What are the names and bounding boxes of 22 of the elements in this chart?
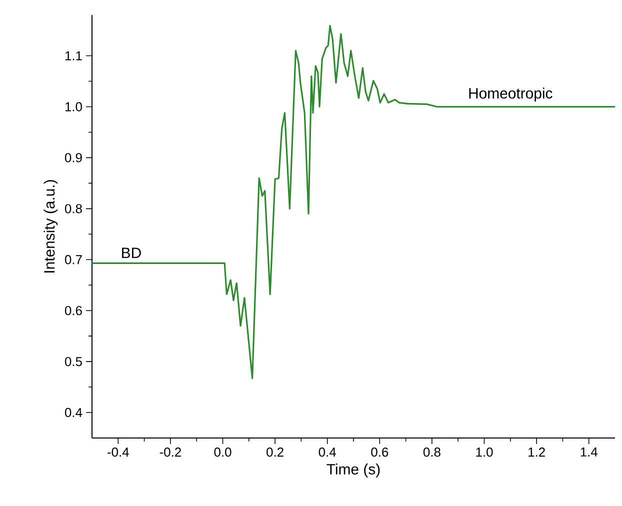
x-tick-label: 1.4 <box>580 448 598 456</box>
y-tick-label: 0.5 <box>64 356 82 366</box>
y-tick-label: 0.7 <box>64 255 82 264</box>
y-tick-label: 0.9 <box>64 153 82 162</box>
annotation: BD <box>122 248 141 258</box>
y-tick-label: 0.6 <box>64 306 82 316</box>
y-tick-label: 1.0 <box>65 102 82 112</box>
x-axis-title: Time (s) <box>326 464 380 478</box>
x-tick-label: 1.0 <box>476 448 493 457</box>
x-tick-label: 0.6 <box>371 448 388 457</box>
x-tick-label: 1.2 <box>528 448 545 457</box>
y-tick-label: 1.1 <box>65 51 82 60</box>
x-tick-label: 0.4 <box>318 448 336 457</box>
x-tick-label: 0.2 <box>266 448 284 457</box>
annotation: Homeotropic <box>469 88 552 102</box>
y-tick-label: 0.4 <box>64 408 82 418</box>
x-tick-label: 0.8 <box>423 448 440 457</box>
x-tick-label: -0.2 <box>160 448 181 457</box>
y-axis-title: Intensity (a.u.) <box>44 180 58 272</box>
y-tick-label: 0.8 <box>64 204 82 214</box>
x-tick-label: 0.0 <box>214 448 232 457</box>
x-tick-label: -0.4 <box>108 448 129 457</box>
